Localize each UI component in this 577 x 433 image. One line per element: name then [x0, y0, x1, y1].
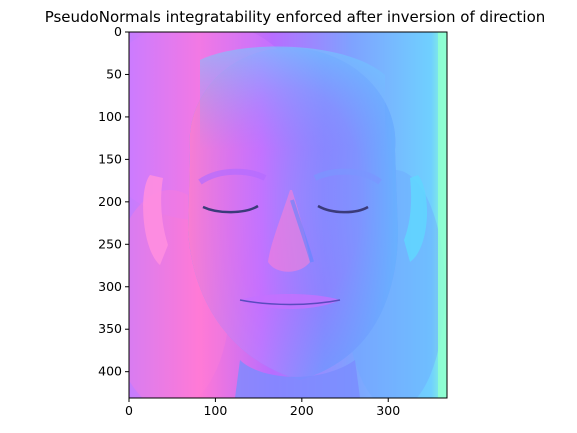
right-ear: [404, 175, 428, 262]
x-tick-label: 300: [376, 403, 400, 418]
y-tick-label: 200: [98, 194, 122, 209]
y-tick-label: 350: [98, 321, 122, 336]
image-axes-frame: [128, 31, 448, 399]
mouth: [240, 294, 340, 309]
x-tick-label: 200: [290, 403, 314, 418]
x-tick-label: 100: [203, 403, 227, 418]
y-tick-label: 250: [98, 236, 122, 251]
figure-title: PseudoNormals integratability enforced a…: [45, 8, 546, 26]
y-axis: 0 50 100 150 200 250 300 350 400: [98, 24, 129, 379]
y-tick-label: 50: [106, 66, 122, 81]
y-tick-label: 150: [98, 151, 122, 166]
nose: [268, 190, 310, 272]
right-eye: [317, 204, 369, 214]
y-tick-label: 300: [98, 279, 122, 294]
left-eye: [202, 204, 259, 214]
x-axis: 0 100 200 300: [125, 398, 400, 418]
x-tick-label: 0: [125, 403, 133, 418]
left-ear: [143, 175, 168, 265]
normal-map-image: [129, 32, 447, 398]
y-tick-label: 100: [98, 109, 122, 124]
y-tick-label: 400: [98, 364, 122, 379]
y-tick-label: 0: [114, 24, 122, 39]
